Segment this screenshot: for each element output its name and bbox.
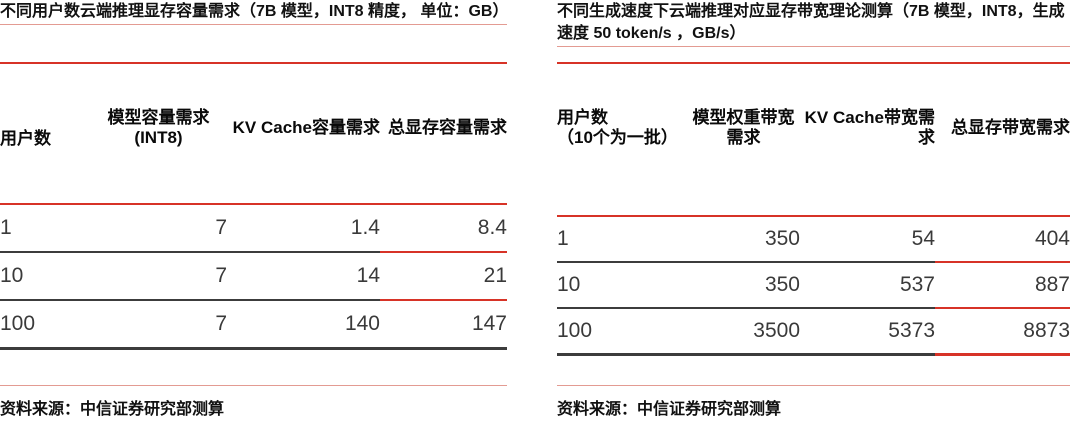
column-header-users: 用户数	[0, 129, 51, 148]
table-row: 1 7 1.4 8.4	[0, 205, 507, 251]
table-cell: 1	[557, 227, 569, 250]
table-cell: 147	[471, 312, 507, 335]
table-cell: 54	[911, 227, 935, 250]
table-cell: 10	[557, 273, 581, 296]
title-rule	[557, 62, 1070, 64]
row-divider	[0, 251, 507, 253]
title-rule	[0, 62, 507, 64]
table-cell: 404	[1034, 227, 1070, 250]
table-body: 1 350 54 404 10 350 537 887 100 3500 537…	[557, 215, 1070, 356]
figure-title: 不同用户数云端推理显存容量需求（7B 模型，INT8 精度， 单位：GB）	[0, 1, 508, 25]
row-divider	[0, 299, 507, 301]
table-row: 100 7 140 147	[0, 301, 507, 347]
table-cell: 350	[764, 227, 800, 250]
table-cell: 7	[215, 216, 227, 239]
table-top-rule	[0, 203, 507, 205]
table-cell: 1	[0, 216, 12, 239]
table-body: 1 7 1.4 8.4 10 7 14 21 100 7 140 147	[0, 203, 507, 350]
footer-rule	[557, 385, 1070, 386]
source-note: 资料来源：中信证券研究部测算	[0, 401, 225, 418]
table-cell: 8873	[1023, 319, 1070, 342]
table-cell: 100	[0, 312, 36, 335]
table-cell: 3500	[753, 319, 800, 342]
table-cell: 537	[899, 273, 935, 296]
table-row: 1 350 54 404	[557, 217, 1070, 261]
figure-title: 不同生成速度下云端推理对应显存带宽理论测算（7B 模型，INT8，生成速度 50…	[557, 1, 1070, 47]
column-header-model-capacity: 模型容量需求 (INT8)	[107, 108, 210, 147]
column-header-kv-cache-capacity: KV Cache容量需求	[232, 118, 380, 137]
table-cell: 350	[764, 273, 800, 296]
table-cell: 140	[344, 312, 380, 335]
table-cell: 887	[1034, 273, 1070, 296]
table-top-rule	[557, 215, 1070, 217]
row-divider	[557, 307, 1070, 309]
capacity-table-panel: 不同用户数云端推理显存容量需求（7B 模型，INT8 精度， 单位：GB） 用户…	[0, 0, 508, 429]
table-row: 100 3500 5373 8873	[557, 309, 1070, 353]
table-bottom-rule	[0, 347, 507, 350]
source-note: 资料来源：中信证券研究部测算	[557, 401, 782, 418]
table-cell: 1.4	[350, 216, 380, 239]
column-header-users-batch: 用户数 （10个为一批）	[557, 108, 678, 147]
column-header-kv-cache-bandwidth: KV Cache带宽需 求	[804, 108, 935, 147]
table-cell: 7	[215, 312, 227, 335]
table-cell: 100	[557, 319, 593, 342]
table-header-row: 用户数 （10个为一批） 模型权重带宽 需求 KV Cache带宽需 求 总显存…	[557, 104, 1070, 152]
table-cell: 5373	[888, 319, 935, 342]
table-row: 10 7 14 21	[0, 253, 507, 299]
table-cell: 7	[215, 264, 227, 287]
bandwidth-table-panel: 不同生成速度下云端推理对应显存带宽理论测算（7B 模型，INT8，生成速度 50…	[557, 0, 1070, 429]
table-cell: 21	[483, 264, 507, 287]
column-header-total-capacity: 总显存容量需求	[388, 118, 507, 137]
table-cell: 10	[0, 264, 24, 287]
footer-rule	[0, 385, 507, 386]
table-bottom-rule	[557, 353, 1070, 356]
table-header-row: 用户数 模型容量需求 (INT8) KV Cache容量需求 总显存容量需求	[0, 104, 507, 152]
column-header-model-weight-bandwidth: 模型权重带宽 需求	[692, 108, 795, 147]
table-cell: 14	[356, 264, 380, 287]
table-row: 10 350 537 887	[557, 263, 1070, 307]
row-divider	[557, 261, 1070, 263]
table-cell: 8.4	[477, 216, 507, 239]
column-header-total-bandwidth: 总显存带宽需求	[951, 118, 1070, 137]
